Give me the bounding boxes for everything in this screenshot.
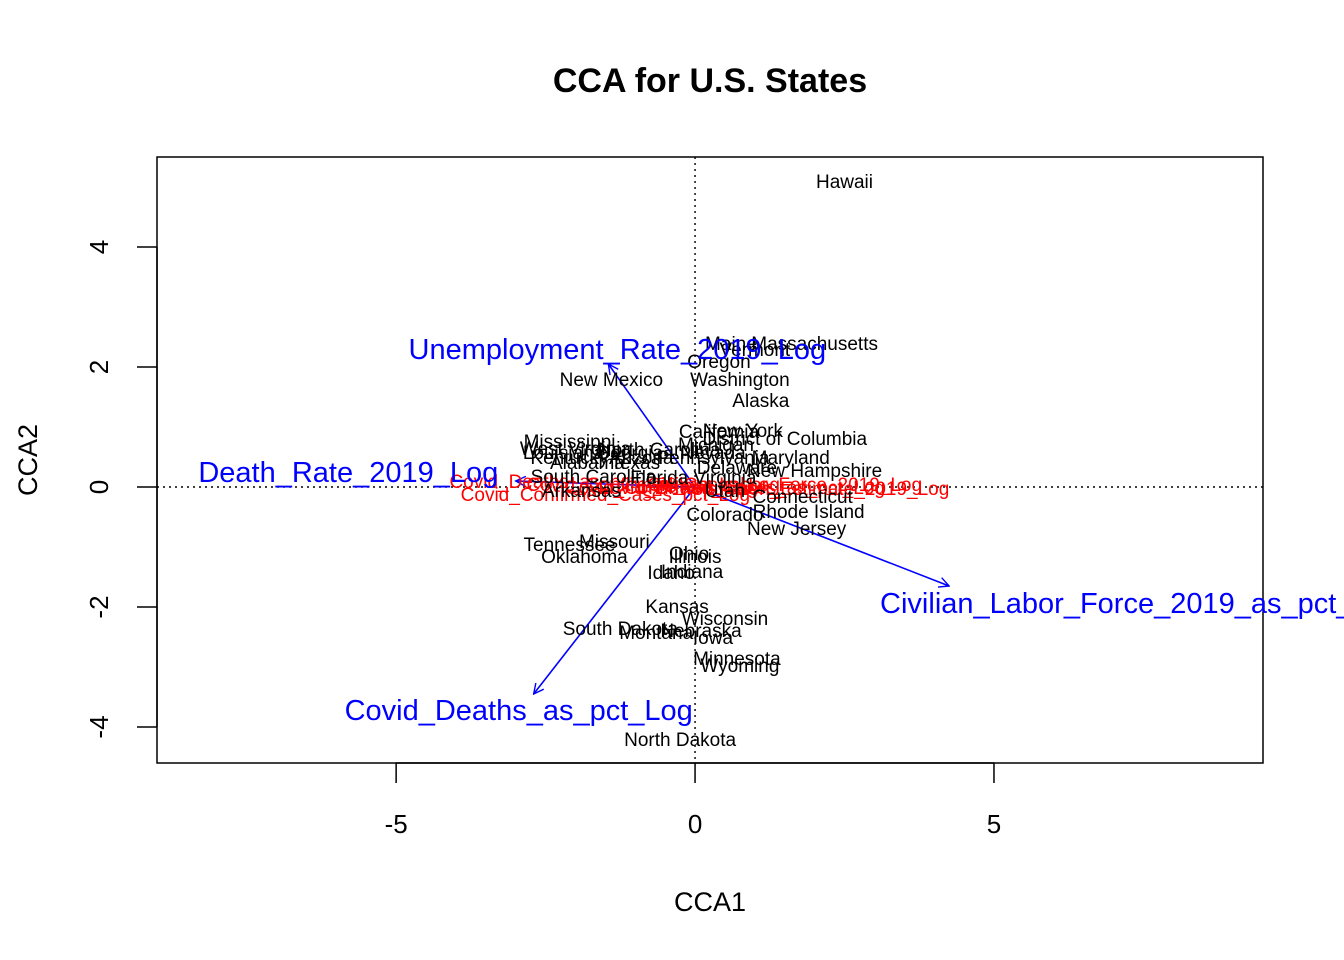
biplot-arrows [516,364,949,694]
chart-title: CCA for U.S. States [553,62,867,100]
site-label: Indiana [661,562,724,583]
reference-lines [157,157,1263,763]
site-label: Arizona [609,448,674,469]
species-label: Population_Estimate_2019_Log [680,479,949,500]
site-label: New Hampshire [747,461,882,482]
site-label: North Dakota [624,730,736,751]
site-label: Colorado [686,505,763,526]
site-label: Idaho [647,563,695,584]
biplot-arrow [516,481,696,488]
site-label: Michigan [678,435,754,456]
x-axis-title: CCA1 [674,887,746,917]
x-tick-label: 0 [688,809,702,839]
site-label: California [679,422,760,443]
site-label: Louisiana [523,443,605,464]
biplot-labels: Unemployment_Rate_2019_Log Death_Rate_201… [198,334,1344,727]
site-label: Iowa [693,628,734,649]
species-label: Covid_Confirmed_Cases_pct_Log [461,485,750,506]
biplot-label: Covid_Deaths_as_pct_Log [345,695,693,727]
site-label: Utah [705,481,745,502]
biplot-label: Death_Rate_2019_Log [198,457,498,489]
site-label: West Virginia [520,439,632,460]
site-label: District of Columbia [702,429,867,450]
site-label: North Carolina [598,440,721,461]
species-label: Covid_Confirmed_Cases_as_pct_Log [565,478,885,499]
site-label: Washington [690,370,790,391]
species-labels: Covid_Deaths_as_pct_LogCovid_Confirmed_C… [449,472,949,506]
x-tick-label: 5 [987,809,1001,839]
site-label: Missouri [579,532,650,553]
site-label: Kansas [645,597,708,618]
site-label: Oregon [687,352,750,373]
biplot-label: Unemployment_Rate_2019_Log [409,334,827,366]
y-axis: -4 -2 0 2 4 [84,240,158,739]
y-tick-label: 2 [84,360,114,374]
site-label: Hawaii [816,172,873,193]
site-label: Alaska [732,391,789,412]
site-label: Kentucky [530,448,609,469]
site-label: Massachusetts [751,334,878,355]
y-tick-label: -4 [84,715,114,738]
site-label: Mississippi [524,432,616,453]
species-label: Covid_Deaths_Log [596,478,758,499]
site-label: New York [703,421,784,442]
x-axis: -5 0 5 [385,762,1001,839]
site-label: Minnesota [693,649,781,670]
site-label: New Mexico [560,370,663,391]
site-label: South Carolina [531,467,657,488]
species-label: Covid_Confirmed_Cases_Log [526,475,779,496]
site-label: Rhode Island [753,502,865,523]
site-label: Virginia [693,468,756,489]
site-labels: Hawaii MaineMassachusettsVermontOregonWas… [520,172,882,751]
y-tick-label: 0 [84,480,114,494]
biplot-arrow [608,364,696,488]
site-label: Nevada [680,443,746,464]
site-label: Connecticut [752,487,853,508]
site-label: Texas [610,453,660,474]
site-label: Wyoming [700,656,779,677]
site-label: Illinois [669,547,722,568]
biplot-label: Civilian_Labor_Force_2019_as_pct_Log [880,588,1344,620]
site-label: Nebraska [660,621,742,642]
biplot-arrow [534,486,696,694]
site-label: Delaware [697,458,777,479]
site-label: Ohio [669,544,709,565]
site-label: Maine [705,334,757,355]
site-label: Arkansas [542,481,621,502]
site-label: South Dakota [563,619,679,640]
site-label: Florida [630,468,689,489]
site-label: Alabama [550,453,625,474]
species-label: Civilian_Labor_Force_2019_Log [647,475,922,496]
y-axis-title: CCA2 [13,424,43,496]
site-label: Montana [619,623,693,644]
site-label: Wisconsin [682,609,769,630]
y-tick-label: 4 [84,240,114,254]
site-label: Maryland [752,448,830,469]
site-label: Vermont [719,340,790,361]
y-tick-label: -2 [84,595,114,618]
site-label: New Jersey [747,519,847,540]
species-label: Covid_Deaths_as_pct_Log [449,472,677,493]
x-tick-label: -5 [385,809,408,839]
site-label: Pennsylvania [656,448,769,469]
site-label: Tennessee [524,535,616,556]
biplot-arrow [694,486,949,586]
site-label: Oklahoma [541,547,628,568]
site-label: Georgia [595,443,663,464]
